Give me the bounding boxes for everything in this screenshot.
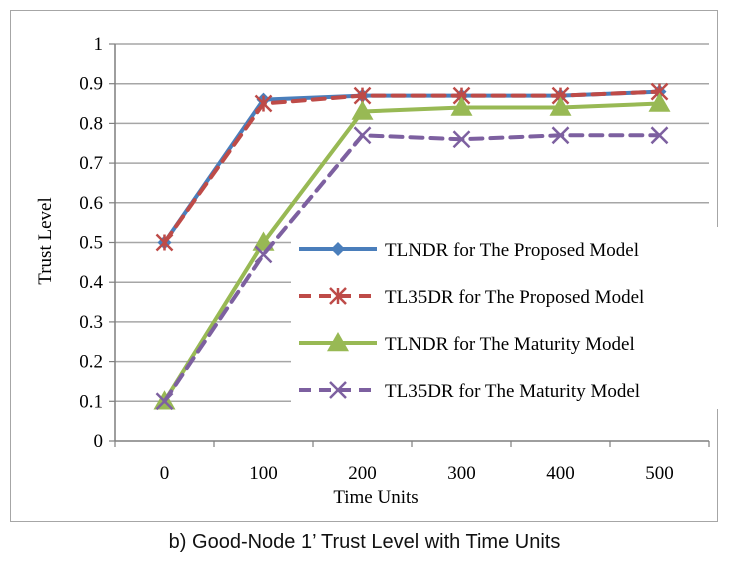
series-line-2 — [162, 89, 662, 245]
legend-label: TL35DR for The Maturity Model — [385, 381, 640, 402]
x-axis-title: Time Units — [333, 487, 418, 508]
data-point — [155, 233, 174, 252]
data-point — [549, 96, 572, 116]
figure-caption: b) Good-Node 1’ Trust Level with Time Un… — [168, 531, 561, 553]
y-tick-label: 0.5 — [79, 233, 103, 254]
legend-label: TLNDR for The Maturity Model — [385, 334, 635, 355]
data-point — [155, 392, 174, 411]
legend: TLNDR for The Proposed Model TL35DR for T… — [291, 227, 719, 409]
legend-background — [291, 227, 719, 409]
y-tick-label: 0.1 — [79, 391, 103, 412]
x-tick-label: 500 — [645, 463, 674, 484]
x-tick-label: 400 — [546, 463, 575, 484]
data-point — [351, 100, 374, 120]
data-point — [452, 130, 471, 149]
y-tick-label: 0.4 — [79, 272, 103, 293]
y-tick-label: 0.6 — [79, 193, 103, 214]
data-point — [353, 126, 372, 145]
chart-frame: 0 0.1 0.2 0.3 0.4 0.5 0.6 0.7 0.8 0.9 1 0 100 200 300 4… — [10, 10, 719, 522]
y-tick-label: 0.2 — [79, 352, 103, 373]
legend-swatch-marker — [331, 242, 345, 256]
y-tick-label: 0.7 — [79, 153, 103, 174]
y-tick-label: 0.9 — [79, 74, 103, 95]
series-lines — [153, 82, 671, 411]
trust-level-chart: 0 0.1 0.2 0.3 0.4 0.5 0.6 0.7 0.8 0.9 1 0 100 200 300 4… — [35, 34, 719, 508]
data-point — [648, 92, 671, 112]
legend-label: TLNDR for The Proposed Model — [385, 240, 639, 261]
legend-label: TL35DR for The Proposed Model — [385, 287, 644, 308]
y-axis-title: Trust Level — [35, 197, 56, 284]
data-point — [551, 126, 570, 145]
legend-swatch-marker — [329, 381, 347, 399]
data-point — [254, 245, 273, 264]
data-point — [450, 96, 473, 116]
y-tick-label: 0.8 — [79, 113, 103, 134]
axes — [109, 43, 710, 447]
y-tick-label: 1 — [94, 34, 104, 55]
data-point — [254, 94, 273, 113]
series-line-1 — [162, 89, 662, 245]
x-tick-label: 300 — [447, 463, 476, 484]
x-tick-label: 100 — [249, 463, 278, 484]
series-line-4 — [162, 133, 662, 404]
data-point — [650, 126, 669, 145]
x-tick-label: 0 — [160, 463, 170, 484]
y-tick-label: 0 — [94, 431, 104, 452]
tick-labels: 0 0.1 0.2 0.3 0.4 0.5 0.6 0.7 0.8 0.9 1 0 100 200 300 4… — [79, 34, 674, 484]
y-tick-label: 0.3 — [79, 312, 103, 333]
legend-swatch-marker — [329, 287, 347, 305]
legend-swatch-marker — [327, 332, 349, 352]
x-tick-label: 200 — [348, 463, 377, 484]
series-line-3 — [162, 101, 662, 404]
